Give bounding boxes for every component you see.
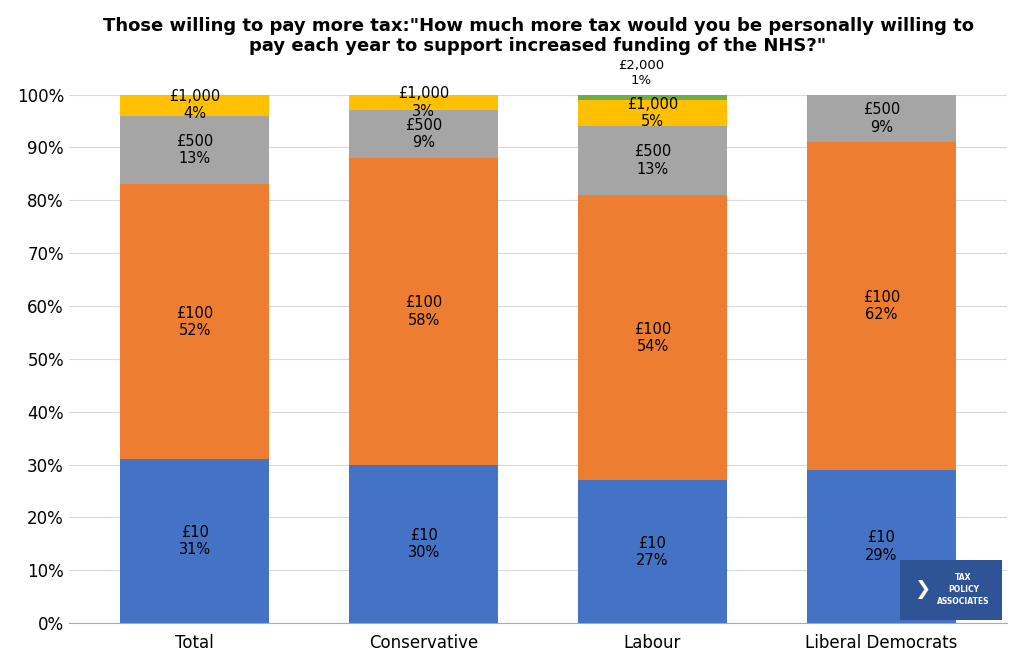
- Bar: [579, 100, 727, 126]
- Bar: [579, 480, 727, 624]
- Text: £100
62%: £100 62%: [863, 290, 900, 322]
- Text: £10
27%: £10 27%: [636, 536, 669, 568]
- Text: £500
9%: £500 9%: [863, 102, 900, 134]
- Text: £100
54%: £100 54%: [634, 322, 671, 354]
- Text: £500
13%: £500 13%: [634, 145, 671, 177]
- Text: £1,000
3%: £1,000 3%: [398, 86, 450, 118]
- Text: TAX
POLICY
ASSOCIATES: TAX POLICY ASSOCIATES: [937, 573, 989, 606]
- Text: £1,000
5%: £1,000 5%: [627, 97, 678, 129]
- Bar: [349, 158, 498, 465]
- Text: £100
52%: £100 52%: [176, 306, 213, 338]
- Text: £500
13%: £500 13%: [176, 134, 213, 167]
- Text: £1,000
4%: £1,000 4%: [169, 89, 220, 121]
- Title: Those willing to pay more tax:"How much more tax would you be personally willing: Those willing to pay more tax:"How much …: [102, 17, 974, 56]
- Text: £100
58%: £100 58%: [404, 295, 442, 328]
- Bar: [807, 470, 955, 624]
- Text: £10
31%: £10 31%: [178, 525, 211, 557]
- Bar: [579, 195, 727, 480]
- Text: ❯: ❯: [914, 580, 931, 599]
- Bar: [579, 126, 727, 195]
- Bar: [807, 94, 955, 142]
- Bar: [120, 460, 269, 624]
- Text: £2,000
1%: £2,000 1%: [618, 59, 665, 87]
- Bar: [579, 94, 727, 100]
- Text: £10
30%: £10 30%: [408, 528, 439, 560]
- Bar: [349, 110, 498, 158]
- Bar: [120, 185, 269, 460]
- Bar: [120, 94, 269, 116]
- Text: £500
9%: £500 9%: [404, 118, 442, 151]
- Bar: [807, 142, 955, 470]
- Bar: [349, 94, 498, 110]
- Bar: [120, 116, 269, 185]
- Text: £10
29%: £10 29%: [865, 531, 898, 563]
- Bar: [349, 465, 498, 624]
